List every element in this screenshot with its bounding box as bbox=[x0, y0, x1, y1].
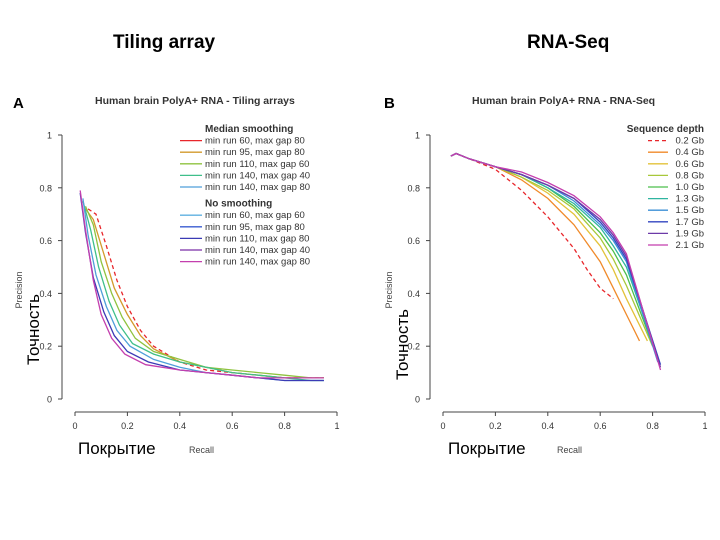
y-tick-label: 1 bbox=[47, 131, 52, 141]
legend-entry: min run 60, max gap 60 bbox=[205, 210, 305, 221]
y-tick-label: 0.2 bbox=[407, 342, 420, 352]
legend-heading: Sequence depth bbox=[627, 124, 704, 135]
y-tick-label: 0.4 bbox=[39, 289, 52, 299]
panel-letter: B bbox=[384, 95, 395, 112]
y-tick-label: 0 bbox=[415, 395, 420, 405]
y-tick-label: 0.6 bbox=[39, 236, 52, 246]
legend-entry: 0.6 Gb bbox=[675, 159, 704, 170]
series-line bbox=[79, 193, 324, 382]
legend-entry: 2.1 Gb bbox=[675, 240, 704, 251]
x-tick-label: 1 bbox=[702, 421, 707, 431]
x-tick-label: 0.4 bbox=[542, 421, 555, 431]
x-tick-label: 1 bbox=[334, 421, 339, 431]
series-line bbox=[450, 152, 662, 365]
legend-entry: min run 140, max gap 80 bbox=[205, 182, 310, 193]
ru-x-label-left: Покрытие bbox=[78, 439, 156, 458]
legend-heading: Median smoothing bbox=[205, 124, 293, 135]
x-tick-label: 0.2 bbox=[489, 421, 502, 431]
y-axis-label: Precision bbox=[14, 271, 24, 308]
chart-tiling-array: A Human brain PolyA+ RNA - Tiling arrays 0… bbox=[13, 95, 340, 455]
legend-entry: min run 140, max gap 40 bbox=[205, 245, 310, 256]
panel-letter: A bbox=[13, 95, 24, 112]
legend-heading: No smoothing bbox=[205, 199, 272, 210]
chart-title: Human brain PolyA+ RNA - RNA-Seq bbox=[472, 95, 655, 107]
chart-rna-seq: B Human brain PolyA+ RNA - RNA-Seq 0 0.2 0.4… bbox=[384, 95, 708, 455]
y-tick-label: 1 bbox=[415, 131, 420, 141]
y-tick-label: 0.8 bbox=[39, 183, 52, 193]
y-tick-label: 0.2 bbox=[39, 342, 52, 352]
y-tick-label: 0 bbox=[47, 395, 52, 405]
legend-entry: 1.5 Gb bbox=[675, 205, 704, 216]
slide-title-rnaseq: RNA-Seq bbox=[527, 32, 610, 53]
x-tick-label: 0.4 bbox=[174, 421, 187, 431]
y-tick-label: 0.6 bbox=[407, 236, 420, 246]
y-tick-label: 0.4 bbox=[407, 289, 420, 299]
series-line bbox=[450, 152, 662, 368]
legend-entry: min run 110, max gap 60 bbox=[205, 159, 309, 170]
x-tick-label: 0.8 bbox=[646, 421, 659, 431]
legend-entry: min run 95, max gap 80 bbox=[205, 222, 305, 233]
legend-entry: min run 110, max gap 80 bbox=[205, 233, 309, 244]
series-line bbox=[450, 152, 614, 300]
x-tick-label: 0.2 bbox=[121, 421, 134, 431]
series-line bbox=[79, 190, 324, 379]
x-tick-label: 0.6 bbox=[594, 421, 607, 431]
x-axis-label: Recall bbox=[557, 445, 582, 455]
chart-title: Human brain PolyA+ RNA - Tiling arrays bbox=[95, 95, 295, 107]
legend-entry: 1.3 Gb bbox=[675, 194, 704, 205]
legend-entry: 0.2 Gb bbox=[675, 136, 704, 147]
legend-entry: 1.0 Gb bbox=[675, 182, 704, 193]
x-axis-label: Recall bbox=[189, 445, 214, 455]
legend-entry: min run 140, max gap 80 bbox=[205, 257, 310, 268]
legend-entry: min run 95, max gap 80 bbox=[205, 147, 305, 158]
legend-entry: 0.8 Gb bbox=[675, 170, 704, 181]
y-axis-label: Precision bbox=[384, 271, 394, 308]
y-tick-label: 0.8 bbox=[407, 183, 420, 193]
ru-x-label-right: Покрытие bbox=[448, 439, 526, 458]
legend-entry: min run 60, max gap 80 bbox=[205, 136, 305, 147]
ru-y-label-right: Точность bbox=[393, 309, 412, 380]
legend-entry: 0.4 Gb bbox=[675, 147, 704, 158]
slide-title-tiling: Tiling array bbox=[113, 32, 216, 53]
series-line bbox=[450, 152, 662, 371]
legend-entry: min run 140, max gap 40 bbox=[205, 170, 310, 181]
series-line bbox=[84, 206, 324, 379]
x-tick-label: 0 bbox=[440, 421, 445, 431]
legend-entry: 1.7 Gb bbox=[675, 217, 704, 228]
x-tick-label: 0.6 bbox=[226, 421, 239, 431]
x-tick-label: 0 bbox=[72, 421, 77, 431]
x-tick-label: 0.8 bbox=[278, 421, 291, 431]
ru-y-label-left: Точность bbox=[24, 294, 43, 365]
legend-entry: 1.9 Gb bbox=[675, 228, 704, 239]
